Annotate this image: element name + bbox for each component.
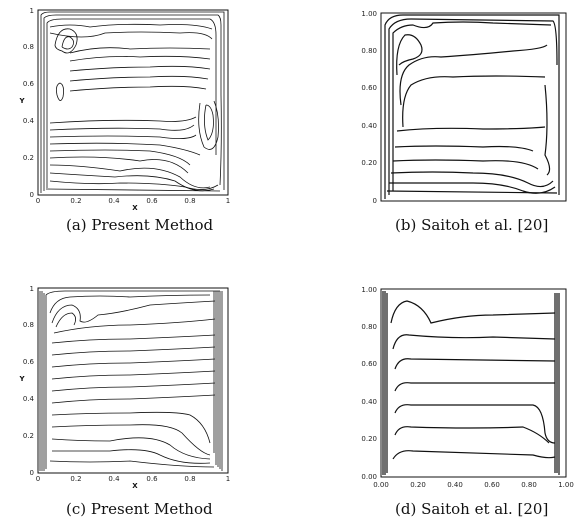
y-axis-label: Y [18,375,25,383]
ytick-label: 0.20 [361,435,377,443]
caption-c: (c) Present Method [66,500,213,518]
y-axis-label: Y [18,97,25,105]
xtick-label: 1.00 [558,481,574,489]
plot-a-present-method: 0 0.2 0.4 0.6 0.8 1 0 0.2 0.4 0.6 0.8 1 … [18,7,230,212]
y-axis-ticks-b: 0 0.20 0.40 0.60 0.80 1.00 [361,10,377,205]
xtick-label: 0.60 [484,481,500,489]
ytick-label: 0.8 [23,43,34,51]
xtick-label: 0.8 [184,197,195,205]
ytick-label: 0.80 [361,47,377,55]
ytick-label: 0.00 [361,473,377,481]
ytick-label: 1.00 [361,286,377,294]
ytick-label: 0.8 [23,321,34,329]
xtick-label: 1 [226,197,230,205]
plot-b-saitoh: 0 0.20 0.40 0.60 0.80 1.00 [361,10,567,205]
x-axis-label: X [132,204,138,212]
xtick-label: 0.80 [521,481,537,489]
xtick-label: 0.6 [146,475,158,483]
xtick-label: 0 [36,197,40,205]
ytick-label: 0.40 [361,398,377,406]
y-axis-ticks-a: 0 0.2 0.4 0.6 0.8 1 [23,7,35,199]
ytick-label: 0.20 [361,159,377,167]
ytick-label: 0.40 [361,122,377,130]
xtick-label: 0.4 [108,475,120,483]
ytick-label: 1 [30,7,34,15]
ytick-label: 0.2 [23,154,34,162]
plot-d-saitoh: 0.00 0.20 0.40 0.60 0.80 1.00 0.00 0.20 … [361,286,574,489]
ytick-label: 0.4 [23,117,35,125]
ytick-label: 0.6 [23,358,35,366]
ytick-label: 0.80 [361,323,377,331]
contour-lines-d [382,291,560,475]
ytick-label: 0 [30,469,34,477]
xtick-label: 0.8 [184,475,195,483]
xtick-label: 0.40 [447,481,463,489]
ytick-label: 0.4 [23,395,35,403]
xtick-label: 0.2 [70,197,81,205]
contour-lines-b [384,14,560,199]
caption-a: (a) Present Method [66,216,214,234]
plot-c-present-method: 0 0.2 0.4 0.6 0.8 1 0 0.2 0.4 0.6 0.8 1 … [18,285,230,490]
caption-b: (b) Saitoh et al. [20] [395,216,549,234]
y-axis-ticks-c: 0 0.2 0.4 0.6 0.8 1 [23,285,35,477]
contour-lines-a [40,11,225,193]
contour-lines-c [39,290,223,471]
x-axis-ticks-a: 0 0.2 0.4 0.6 0.8 1 [36,197,230,205]
ytick-label: 0 [373,197,377,205]
xtick-label: 1 [226,475,230,483]
xtick-label: 0.6 [146,197,158,205]
ytick-label: 0 [30,191,34,199]
ytick-label: 0.6 [23,80,35,88]
xtick-label: 0.20 [410,481,426,489]
ytick-label: 1 [30,285,34,293]
x-axis-ticks-c: 0 0.2 0.4 0.6 0.8 1 [36,475,230,483]
x-axis-label: X [132,482,138,490]
ytick-label: 1.00 [361,10,377,18]
xtick-label: 0.4 [108,197,120,205]
ytick-label: 0.60 [361,360,377,368]
xtick-label: 0 [36,475,40,483]
xtick-label: 0.2 [70,475,81,483]
y-axis-ticks-d: 0.00 0.20 0.40 0.60 0.80 1.00 [361,286,377,481]
caption-d: (d) Saitoh et al. [20] [395,500,549,518]
ytick-label: 0.60 [361,84,377,92]
ytick-label: 0.2 [23,432,34,440]
xtick-label: 0.00 [373,481,389,489]
x-axis-ticks-d: 0.00 0.20 0.40 0.60 0.80 1.00 [373,481,574,489]
